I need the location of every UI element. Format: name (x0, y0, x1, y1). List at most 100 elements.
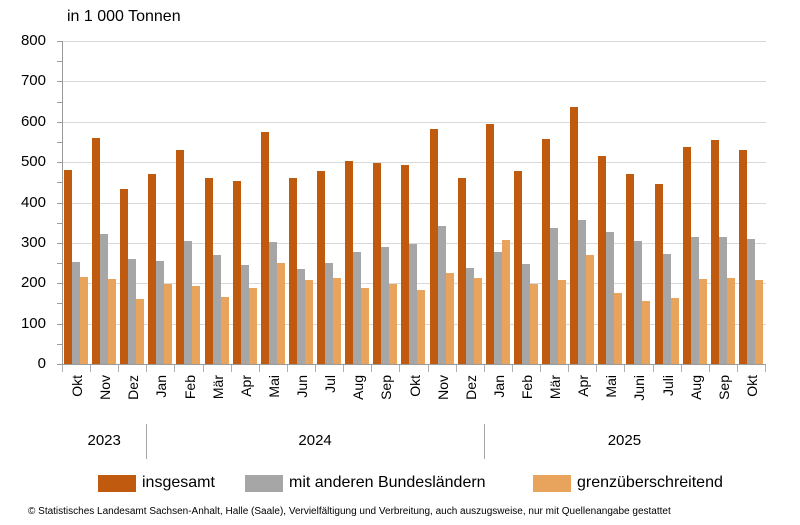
y-axis-label: 100 (20, 314, 46, 332)
y-axis-tick (57, 81, 62, 83)
bar-bundeslaender (437, 225, 446, 364)
x-axis-tick (258, 365, 260, 372)
x-axis-tick (680, 365, 682, 372)
bar-bundeslaender (606, 231, 615, 364)
y-axis-label: 600 (20, 112, 46, 130)
x-tick-label: Mär (547, 375, 564, 400)
x-tick-label: Jan (490, 375, 507, 398)
x-axis-tick (568, 365, 570, 372)
x-axis-tick (399, 365, 401, 372)
bar-grenzueberschreitend (586, 254, 595, 364)
x-tick-label: Dez (125, 375, 142, 400)
bar-grenzueberschreitend (558, 280, 567, 364)
x-axis-tick (765, 365, 766, 372)
bar-insgesamt (345, 161, 354, 364)
x-axis-tick (90, 365, 92, 372)
bar-bundeslaender (578, 220, 587, 364)
bar-insgesamt (710, 139, 719, 364)
bar-insgesamt (120, 189, 129, 364)
bar-insgesamt (542, 139, 551, 364)
y-axis-tick (57, 283, 62, 285)
x-tick-label: Okt (406, 375, 423, 397)
x-tick-label: Apr (237, 375, 254, 397)
x-tick-label: Jul (322, 375, 339, 393)
y-axis-tick (57, 121, 62, 123)
bar-grenzueberschreitend (276, 262, 285, 364)
y-axis-tick (57, 323, 62, 325)
legend-swatch-grenzueberschreitend (533, 475, 571, 492)
bar-bundeslaender (746, 238, 755, 364)
bar-insgesamt (317, 171, 326, 364)
year-label: 2024 (298, 432, 332, 449)
bar-insgesamt (485, 123, 494, 364)
y-axis-tick (57, 41, 62, 42)
x-tick-label: Aug (687, 375, 704, 400)
bar-grenzueberschreitend (529, 284, 538, 364)
x-axis-tick (736, 365, 738, 372)
bar-bundeslaender (718, 237, 727, 364)
y-axis-label: 200 (20, 274, 46, 292)
bar-bundeslaender (662, 254, 671, 364)
x-tick-label: Mai (603, 375, 620, 398)
bar-insgesamt (260, 131, 269, 364)
bar-grenzueberschreitend (108, 279, 117, 364)
bar-insgesamt (626, 173, 635, 364)
bar-grenzueberschreitend (614, 293, 623, 364)
y-axis-tick (57, 222, 62, 224)
x-tick-label: Nov (434, 375, 451, 400)
y-axis-label: 0 (37, 355, 46, 372)
bar-insgesamt (204, 177, 213, 364)
x-axis-tick (146, 365, 148, 372)
bar-grenzueberschreitend (192, 285, 201, 364)
bar-grenzueberschreitend (642, 300, 651, 364)
bar-grenzueberschreitend (361, 287, 370, 364)
x-axis-tick (62, 365, 63, 372)
legend-swatch-insgesamt (98, 475, 136, 492)
bar-grenzueberschreitend (445, 272, 454, 364)
bar-grenzueberschreitend (304, 279, 313, 364)
x-tick-label: Feb (518, 375, 535, 400)
bar-bundeslaender (184, 240, 193, 364)
bar-grenzueberschreitend (754, 280, 763, 364)
x-axis-tick (624, 365, 626, 372)
bar-bundeslaender (465, 267, 474, 364)
x-tick-label: Nov (97, 375, 114, 400)
bar-grenzueberschreitend (726, 278, 735, 364)
x-tick-label: Sep (715, 375, 732, 400)
bar-bundeslaender (128, 259, 137, 364)
x-tick-label: Mär (209, 375, 226, 400)
x-tick-label: Juni (631, 375, 648, 401)
y-axis-tick (57, 303, 62, 305)
bar-insgesamt (738, 150, 747, 364)
legend-label-bundeslaender: mit anderen Bundesländern (289, 474, 486, 491)
x-tick-label: Aug (350, 375, 367, 400)
bar-grenzueberschreitend (417, 290, 426, 364)
bar-bundeslaender (690, 237, 699, 364)
bar-bundeslaender (72, 262, 80, 364)
y-axis-tick (57, 202, 62, 204)
y-axis-tick (57, 263, 62, 265)
y-axis-tick (57, 61, 62, 63)
x-tick-label: Juli (659, 375, 676, 397)
y-axis-tick (57, 364, 62, 365)
x-axis-tick (708, 365, 710, 372)
gridline (63, 202, 766, 204)
bar-bundeslaender (156, 261, 165, 364)
x-axis-tick (511, 365, 513, 372)
bar-grenzueberschreitend (248, 287, 257, 364)
copyright-footer: © Statistisches Landesamt Sachsen-Anhalt… (28, 506, 671, 517)
y-axis-label: 300 (20, 233, 46, 251)
bar-insgesamt (570, 107, 579, 364)
bar-bundeslaender (550, 228, 559, 364)
legend: insgesamt mit anderen Bundesländern gren… (0, 474, 800, 498)
bar-insgesamt (457, 177, 466, 364)
bar-bundeslaender (381, 246, 390, 364)
year-label: 2025 (607, 432, 642, 449)
bar-insgesamt (682, 147, 691, 364)
bar-grenzueberschreitend (333, 277, 342, 364)
bar-insgesamt (654, 184, 663, 364)
bar-bundeslaender (296, 268, 305, 364)
y-axis-label: 800 (20, 32, 46, 49)
x-axis-tick (483, 365, 485, 372)
